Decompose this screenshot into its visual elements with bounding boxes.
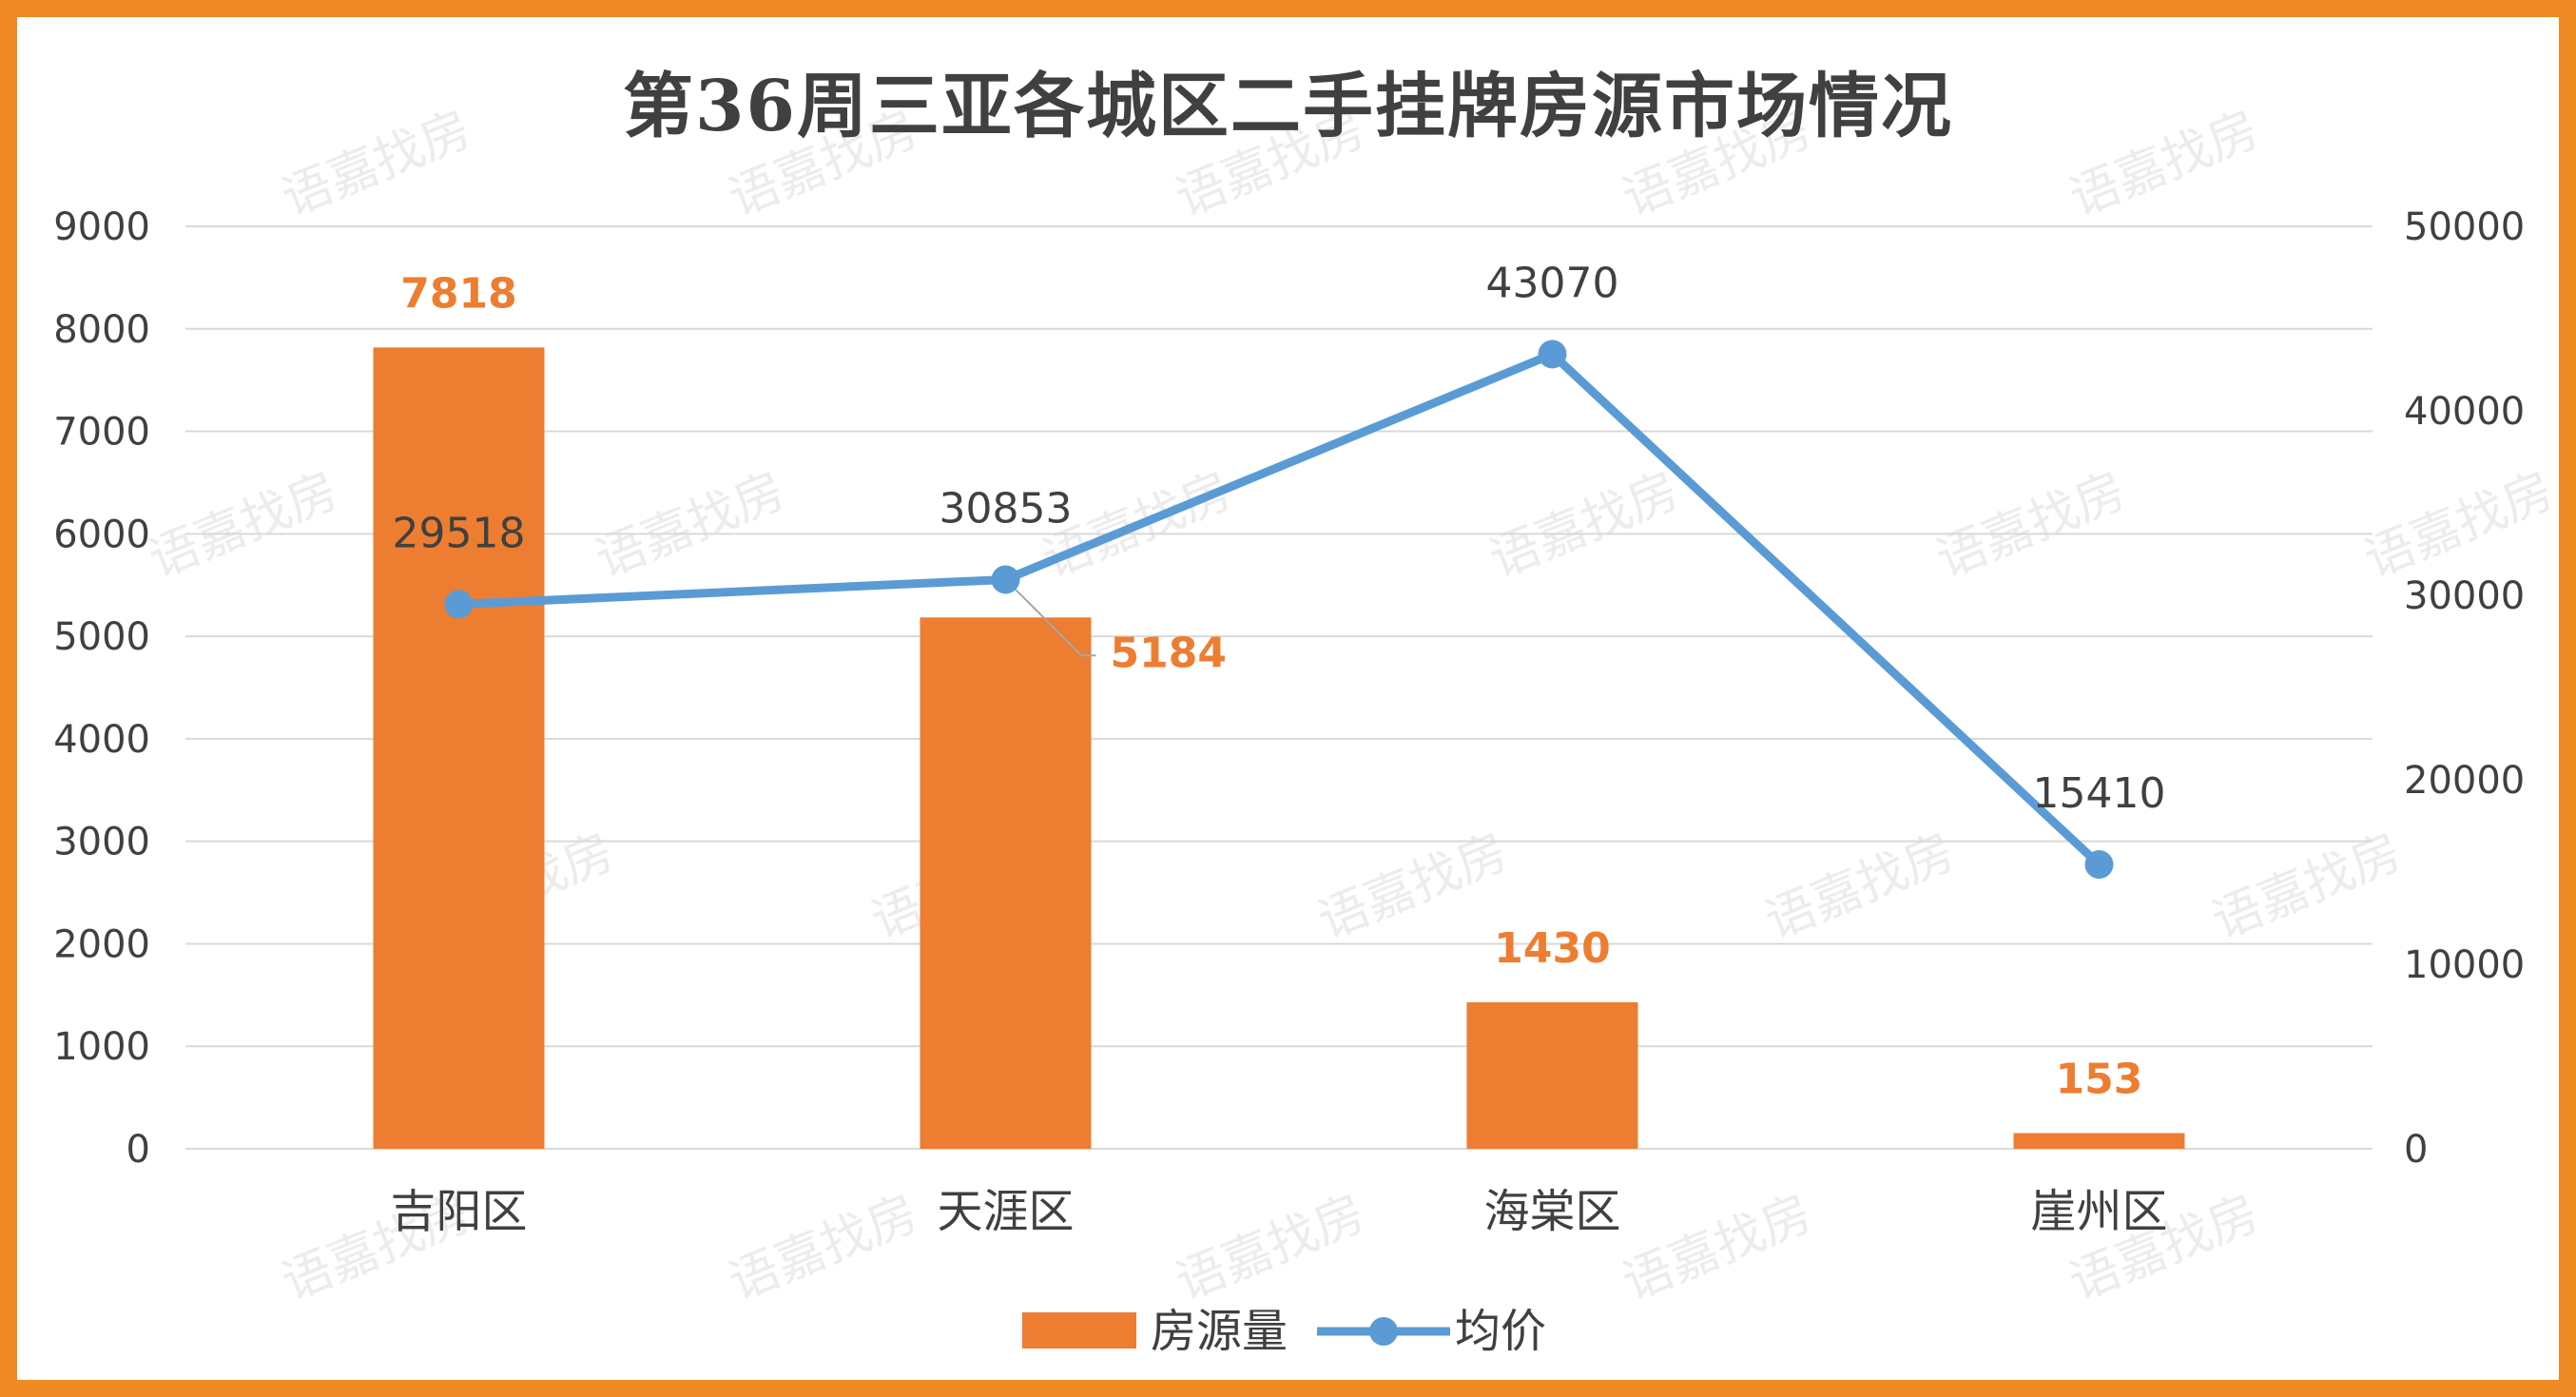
legend-line-marker [1369, 1317, 1398, 1346]
y-left-tick-label: 8000 [53, 308, 150, 352]
y-right-tick-label: 20000 [2404, 759, 2525, 803]
x-tick-label: 天涯区 [937, 1185, 1074, 1238]
bar-data-label: 1430 [1494, 924, 1610, 973]
y-right-tick-label: 0 [2404, 1128, 2428, 1172]
y-left-tick-label: 2000 [53, 922, 150, 966]
y-left-tick-label: 4000 [53, 718, 150, 762]
y-right-tick-label: 10000 [2404, 943, 2525, 987]
y-right-tick-label: 40000 [2404, 390, 2525, 434]
price-point [2084, 850, 2114, 880]
bar [920, 617, 1092, 1149]
line-data-label: 29518 [393, 509, 526, 557]
line-data-label: 30853 [939, 484, 1073, 533]
price-line [458, 349, 2102, 868]
chart-title: 第36周三亚各城区二手挂牌房源市场情况 [623, 66, 1953, 147]
line-data-label: 15410 [2033, 769, 2166, 818]
bar [373, 347, 545, 1150]
x-tick-label: 崖州区 [2030, 1185, 2167, 1238]
x-tick-label: 海棠区 [1483, 1185, 1620, 1238]
leader-line [1004, 578, 1096, 657]
y-left-tick-label: 7000 [53, 411, 150, 455]
y-left-tick-label: 0 [126, 1128, 150, 1172]
line-data-label: 43070 [1486, 259, 1619, 307]
price-point [444, 590, 474, 619]
y-left-tick-label: 3000 [53, 821, 150, 864]
legend-bar-swatch [1022, 1312, 1136, 1348]
legend-label: 均价 [1455, 1305, 1546, 1358]
y-left-tick-label: 5000 [53, 615, 150, 659]
price-point [991, 565, 1020, 594]
y-left-tick-label: 9000 [53, 205, 150, 249]
bar [2013, 1133, 2185, 1149]
y-right-tick-label: 30000 [2404, 574, 2525, 618]
bar-data-label: 7818 [400, 269, 516, 318]
y-left-tick-label: 6000 [53, 513, 150, 556]
bar [1466, 1001, 1638, 1149]
legend-label: 房源量 [1151, 1305, 1288, 1358]
bar-data-label: 5184 [1111, 629, 1227, 677]
bar-data-label: 153 [2056, 1056, 2143, 1104]
y-right-tick-label: 50000 [2404, 205, 2525, 249]
y-left-tick-label: 1000 [53, 1025, 150, 1069]
price-point [1538, 340, 1567, 369]
x-tick-label: 吉阳区 [390, 1185, 527, 1238]
